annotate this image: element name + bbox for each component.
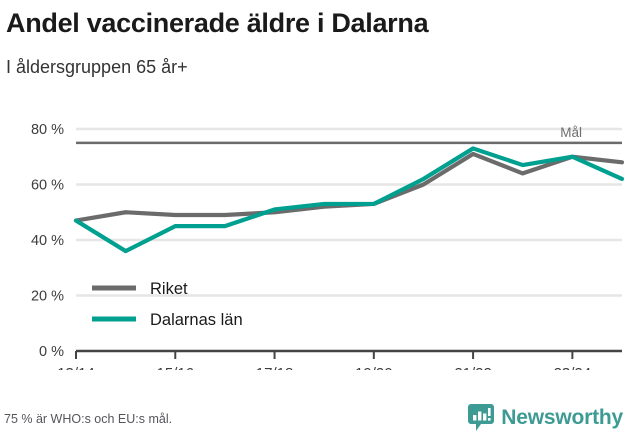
- page-subtitle: I åldersgruppen 65 år+: [6, 57, 188, 77]
- goal-line-label: Mål: [560, 125, 582, 140]
- series-line: [73, 146, 625, 254]
- legend-label: Riket: [150, 280, 188, 298]
- x-axis-tick-label: 17/18: [256, 365, 294, 370]
- chart-canvas: 0 % 20 % 40 % 60 % 80 % Mål 13/14 15/16 17/18 19/…: [31, 122, 625, 370]
- x-axis-tick-label: 19/20: [355, 365, 393, 370]
- y-axis-tick-label: 60 %: [31, 178, 64, 194]
- brand-name: Newsworthy: [501, 406, 623, 429]
- footnote: 75 % är WHO:s och EU:s mål.: [4, 412, 173, 426]
- line-chart: 0 % 20 % 40 % 60 % 80 % Mål 13/14 15/16 17/18 19/…: [0, 100, 631, 370]
- page-title: Andel vaccinerade äldre i Dalarna: [6, 8, 429, 38]
- y-axis-tick-label: 80 %: [31, 122, 64, 138]
- x-axis-tick-label: 21/22: [454, 365, 492, 370]
- x-axis-tick-label: 23/24: [554, 365, 592, 370]
- y-axis-tick-label: 20 %: [31, 289, 64, 305]
- newsworthy-logo: Newsworthy: [468, 404, 623, 432]
- x-axis-tick-label: 15/16: [156, 365, 194, 370]
- legend-label: Dalarnas län: [150, 311, 243, 329]
- y-axis-tick-label: 0 %: [39, 344, 64, 360]
- x-axis-tick-label: 13/14: [57, 365, 95, 370]
- y-axis-tick-label: 40 %: [31, 233, 64, 249]
- bar-chart-speech-bubble-icon: [468, 404, 495, 431]
